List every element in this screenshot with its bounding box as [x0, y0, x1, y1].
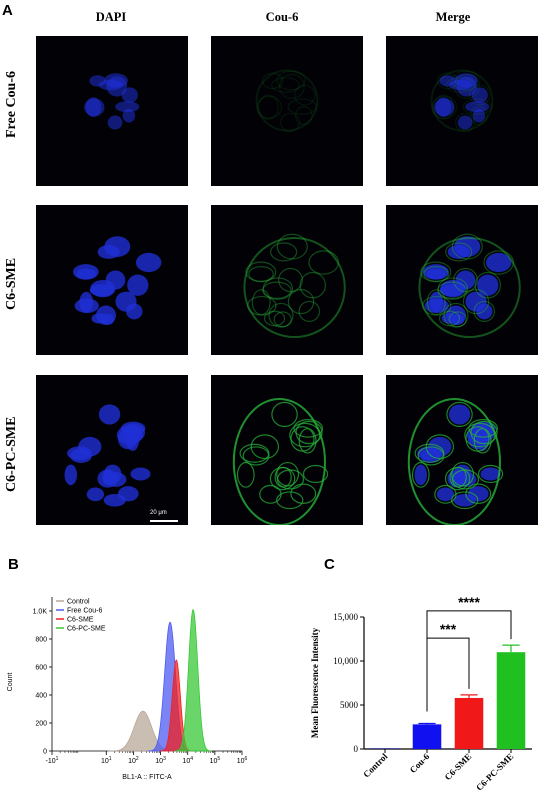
- panel-label-a: A: [2, 2, 13, 19]
- y-axis-title: Count: [7, 673, 14, 692]
- scale-bar: [150, 520, 178, 522]
- micrograph-1-0: [36, 205, 188, 355]
- x-tick-label: 106: [237, 756, 248, 765]
- x-tick-label: C6-SME: [443, 751, 474, 782]
- y-tick-label: 800: [35, 637, 47, 644]
- y-tick-label: 5000: [340, 700, 359, 710]
- x-tick-label: C6-PC-SME: [474, 751, 515, 792]
- y-tick-label: 600: [35, 665, 47, 672]
- micrograph-0-2: [386, 36, 538, 186]
- micrograph-2-1: [211, 375, 363, 525]
- x-tick-label: 102: [128, 756, 139, 765]
- y-tick-label: 0: [43, 749, 47, 756]
- y-tick-label: 10,000: [333, 656, 358, 666]
- micrograph-0-0: [36, 36, 188, 186]
- bar-control: [370, 748, 400, 749]
- histogram-series-c6-pc-sme: [174, 608, 212, 752]
- column-header-merge: Merge: [435, 10, 471, 24]
- x-tick-label: Cou-6: [408, 751, 432, 775]
- y-tick-label: 1.0K: [33, 609, 48, 616]
- row-header-free-cou6: Free Cou-6: [4, 71, 19, 138]
- significance-label: ***: [440, 621, 457, 637]
- panel-label-b: B: [8, 556, 19, 573]
- x-tick-label: 101: [101, 756, 112, 765]
- column-header-dapi: DAPI: [95, 10, 127, 24]
- row-header-c6-pc-sme: C6-PC-SME: [4, 416, 19, 492]
- legend-label: Free Cou-6: [67, 608, 103, 615]
- panel-label-c: C: [324, 556, 335, 573]
- x-tick-label: Control: [361, 751, 390, 780]
- legend-label: Control: [67, 599, 90, 606]
- micrograph-2-2: [386, 375, 538, 525]
- y-tick-label: 200: [35, 721, 47, 728]
- scale-bar-label: 20 μm: [150, 510, 167, 516]
- flow-histogram-chart: 0 200 400 600 800 1.0K -101 101 102 103 104 105 106 B…: [7, 597, 248, 781]
- x-tick-label: 103: [155, 756, 166, 765]
- column-header-cou6: Cou-6: [265, 10, 299, 24]
- x-tick-label: 104: [182, 756, 193, 765]
- significance-label: ****: [458, 594, 480, 610]
- bar-cou-6: [412, 724, 442, 749]
- y-axis-title: Mean Fluorescence Intensity: [310, 627, 320, 738]
- x-axis-title: BL1-A :: FITC-A: [122, 774, 172, 781]
- bar-c6-pc-sme: [496, 652, 526, 749]
- y-tick-label: 400: [35, 693, 47, 700]
- mfi-bar-chart: 0 5000 10,000 15,000 Mean Fluorescence Inten…: [310, 594, 532, 793]
- y-tick-label: 0: [354, 744, 359, 754]
- micrograph-2-0: [36, 375, 188, 525]
- micrograph-1-2: [386, 205, 538, 355]
- legend-label: C6-PC-SME: [67, 626, 106, 633]
- micrograph-1-1: [211, 205, 363, 355]
- micrograph-0-1: [211, 36, 363, 186]
- row-header-c6-sme: C6-SME: [4, 257, 19, 310]
- bar-c6-sme: [454, 697, 484, 749]
- legend-label: C6-SME: [67, 617, 94, 624]
- x-tick-label: -101: [46, 756, 59, 765]
- y-tick-label: 15,000: [333, 612, 358, 622]
- x-tick-label: 105: [210, 756, 221, 765]
- significance-bracket: [426, 610, 512, 712]
